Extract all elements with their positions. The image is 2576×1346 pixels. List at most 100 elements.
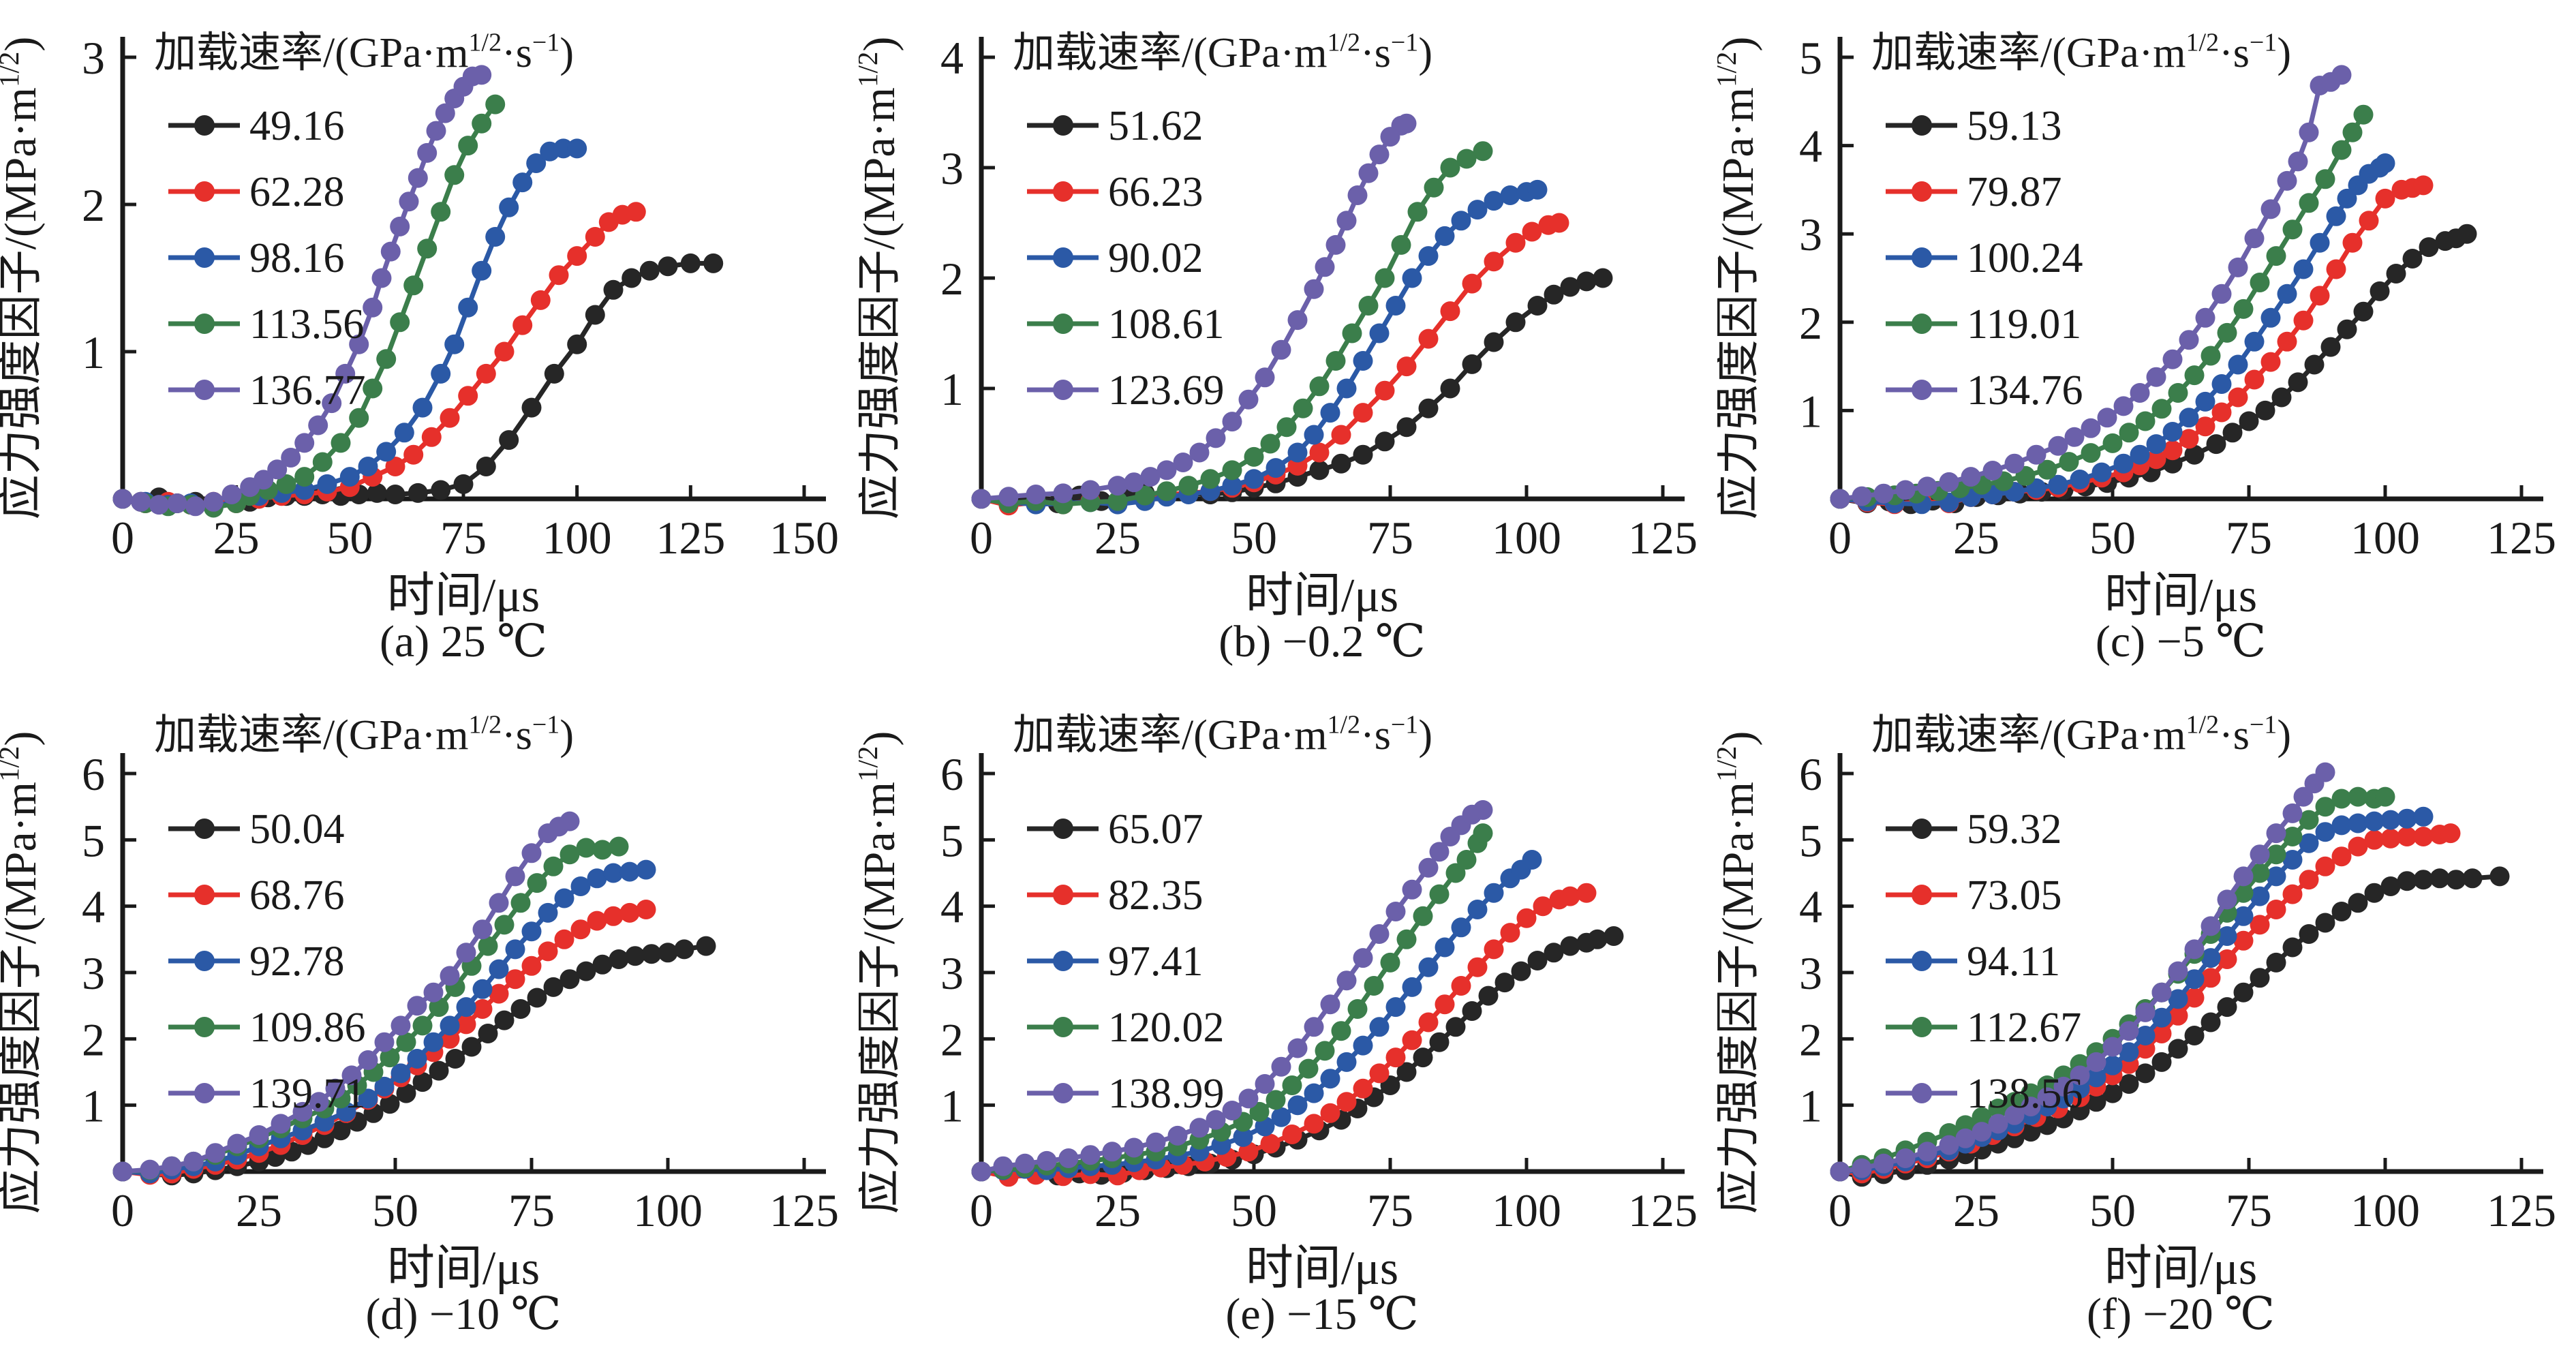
- series-point: [553, 138, 574, 159]
- series-point: [185, 496, 206, 517]
- series-point: [308, 415, 328, 435]
- series-point: [2331, 902, 2352, 921]
- y-tick-label: 1: [1799, 385, 1822, 437]
- series-point: [1418, 1012, 1439, 1033]
- series-point: [2102, 1037, 2123, 1057]
- legend-marker-dot: [1053, 380, 1073, 400]
- series-point: [2250, 886, 2270, 906]
- subplot-e-chart: 0 25 50 75 100 125123456加载速率/(GPa·m1/2·s−1)65…: [859, 710, 1698, 1295]
- legend-title: 加载速率/(GPa·m1/2·s−1): [1871, 28, 2291, 76]
- series-point: [2233, 982, 2254, 1003]
- superscript: 1/2: [1328, 710, 1361, 739]
- series-point: [2293, 786, 2314, 807]
- series-point: [2233, 866, 2254, 887]
- series-point: [1418, 857, 1439, 878]
- y-axis-title: 应力强度因子/(MPa·m1/2): [1717, 731, 1763, 1214]
- series-point: [1353, 351, 1373, 371]
- legend-label: 49.16: [249, 103, 345, 149]
- series-point: [2135, 1026, 2156, 1045]
- series-point: [2413, 870, 2434, 890]
- series-point: [1244, 469, 1264, 489]
- series-point: [554, 929, 574, 949]
- series-point: [2277, 170, 2297, 191]
- text-run: 应力强度因子/(MPa·m: [1717, 782, 1763, 1214]
- series-point: [680, 253, 701, 273]
- series-point: [1375, 431, 1395, 452]
- x-tick-label: 125: [656, 512, 725, 564]
- series-point: [2370, 281, 2390, 301]
- series-point: [1271, 1107, 1291, 1127]
- legend-marker-dot: [1053, 885, 1073, 905]
- legend-marker-dot: [1912, 1017, 1932, 1037]
- legend-marker-dot: [1053, 1083, 1073, 1103]
- legend-label: 59.13: [1967, 103, 2062, 149]
- series-point: [2299, 870, 2319, 890]
- series-point: [2260, 199, 2281, 219]
- series-point: [1260, 1133, 1281, 1154]
- series-point: [2239, 411, 2259, 431]
- series-point: [2348, 836, 2368, 857]
- text-run: 加载速率/(GPa·m: [1013, 712, 1328, 759]
- series-point: [1385, 296, 1406, 316]
- legend-label: 120.02: [1108, 1005, 1225, 1051]
- series-point: [1304, 1083, 1324, 1103]
- legend-label: 51.62: [1108, 103, 1203, 149]
- series-point: [2048, 435, 2068, 456]
- series-point: [349, 408, 369, 428]
- series-point: [2119, 423, 2139, 443]
- series-point: [2266, 866, 2286, 887]
- series-point: [1982, 461, 2003, 480]
- text-run: ): [859, 731, 904, 746]
- series-point: [309, 1092, 329, 1112]
- series-point: [2489, 866, 2510, 887]
- series-point: [1917, 476, 1937, 497]
- series-point: [1189, 1118, 1210, 1138]
- legend-marker-dot: [194, 1017, 215, 1037]
- series-point: [2397, 871, 2417, 891]
- series-point: [1200, 469, 1221, 489]
- series-point: [587, 911, 607, 931]
- series-point: [1336, 211, 1357, 231]
- x-tick-label: 0: [111, 1184, 134, 1236]
- series-point: [1522, 850, 1542, 870]
- series-point: [2151, 399, 2172, 419]
- superscript: −1: [532, 710, 559, 739]
- series-point: [2266, 823, 2286, 844]
- legend-label: 108.61: [1108, 301, 1225, 348]
- series-point: [1320, 1103, 1340, 1123]
- series-point: [1852, 486, 1872, 506]
- series-point: [2419, 237, 2439, 258]
- series-point: [1972, 1107, 1992, 1127]
- series-point: [1830, 489, 1850, 509]
- series-point: [2135, 1063, 2156, 1084]
- series-point: [2081, 443, 2101, 463]
- series-point: [543, 977, 564, 997]
- legend-marker-dot: [1053, 181, 1073, 202]
- series-point: [1988, 1099, 2008, 1118]
- series-point: [1331, 1021, 1351, 1041]
- series-point: [453, 474, 474, 494]
- superscript: 1/2: [469, 710, 502, 739]
- series-point: [1484, 939, 1504, 960]
- legend-label: 59.32: [1967, 806, 2062, 853]
- series-point: [112, 1161, 133, 1182]
- series-point: [1473, 823, 1493, 844]
- x-tick-label: 25: [1094, 1184, 1141, 1236]
- series-point: [1511, 961, 1531, 981]
- series-point: [2168, 961, 2188, 981]
- series-point: [2228, 354, 2248, 375]
- y-axis-title: 应力强度因子/(MPa·m1/2): [0, 731, 46, 1214]
- series-point: [407, 996, 427, 1016]
- x-tick-label: 50: [372, 1184, 418, 1236]
- series-point: [510, 999, 531, 1019]
- series-point: [1413, 906, 1433, 926]
- series-point: [489, 893, 509, 913]
- series-point: [374, 1032, 395, 1052]
- series-point: [458, 297, 478, 318]
- series-point: [1353, 948, 1373, 968]
- superscript: 1/2: [0, 52, 25, 87]
- series-point: [2375, 188, 2395, 209]
- series-point: [521, 955, 542, 976]
- legend-marker-dot: [194, 819, 215, 839]
